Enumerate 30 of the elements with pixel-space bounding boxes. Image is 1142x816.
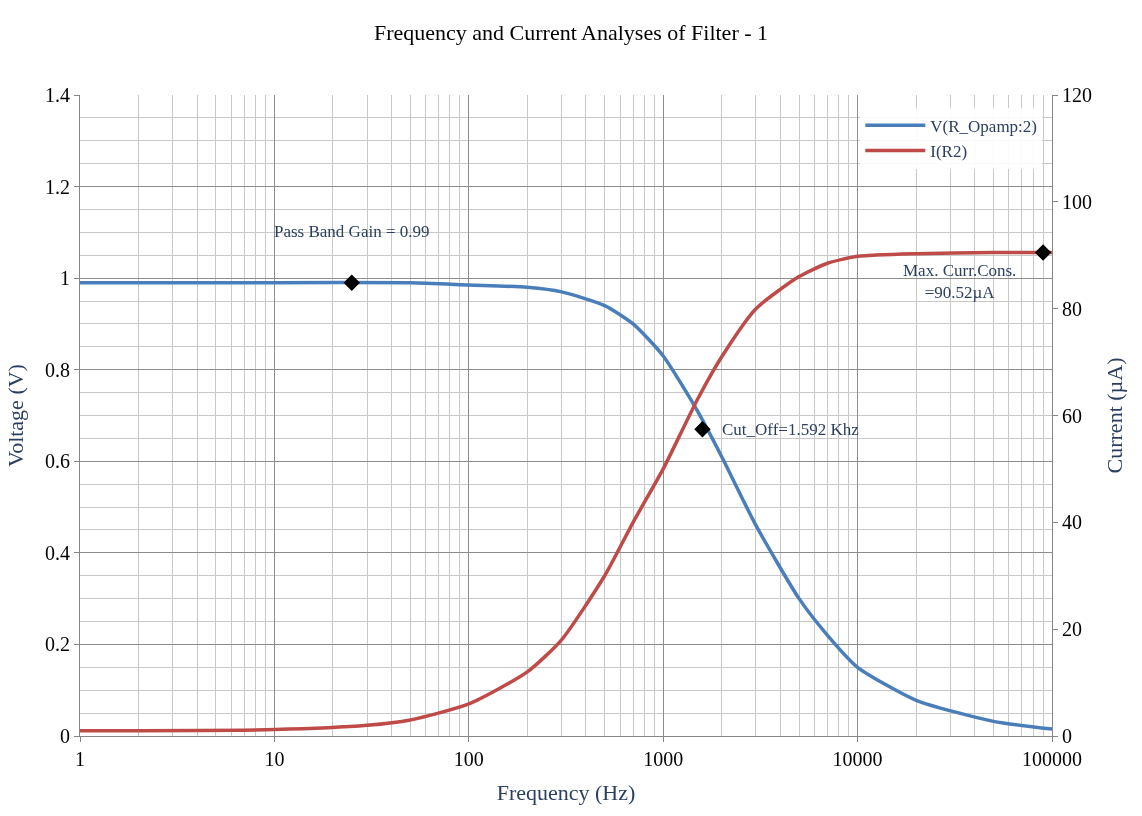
y2-tick-label: 120 bbox=[1062, 84, 1092, 106]
y-tick-label: 1.4 bbox=[45, 84, 70, 106]
x-tick-label: 1 bbox=[75, 748, 85, 770]
x-tick-label: 10 bbox=[264, 748, 285, 770]
y2-tick-label: 80 bbox=[1062, 297, 1082, 320]
annotation: Pass Band Gain = 0.99 bbox=[274, 222, 430, 241]
y2-tick-label: 100 bbox=[1062, 190, 1092, 213]
y-axis-title: Voltage (V) bbox=[2, 364, 28, 467]
y2-axis-title: Current (µA) bbox=[1101, 357, 1127, 474]
legend-label: V(R_Opamp:2) bbox=[930, 117, 1037, 136]
y-tick-label: 1.2 bbox=[45, 175, 70, 198]
x-tick-label: 10000 bbox=[832, 748, 883, 770]
y-tick-label: 0.6 bbox=[45, 450, 70, 473]
y-tick-label: 0 bbox=[60, 725, 70, 747]
x-tick-label: 100 bbox=[453, 748, 484, 770]
x-tick-label: 100000 bbox=[1022, 748, 1082, 770]
y-tick-label: 0.4 bbox=[45, 541, 70, 564]
y2-tick-label: 60 bbox=[1062, 404, 1082, 427]
y-tick-label: 0.2 bbox=[45, 633, 70, 656]
y2-tick-label: 0 bbox=[1062, 725, 1072, 747]
y2-tick-label: 20 bbox=[1062, 618, 1082, 641]
y-tick-label: 1 bbox=[60, 267, 70, 290]
x-axis-title: Frequency (Hz) bbox=[496, 779, 636, 805]
annotation: Cut_Off=1.592 Khz bbox=[722, 420, 860, 439]
x-tick-label: 1000 bbox=[643, 748, 684, 770]
annotation: Max. Curr.Cons. =90.52µA bbox=[903, 261, 1017, 303]
chart-title: Frequency and Current Analyses of Filter - 1 bbox=[373, 19, 769, 45]
y2-tick-label: 40 bbox=[1062, 511, 1082, 534]
y-tick-label: 0.8 bbox=[45, 358, 70, 381]
legend-label: I(R2) bbox=[930, 142, 968, 162]
